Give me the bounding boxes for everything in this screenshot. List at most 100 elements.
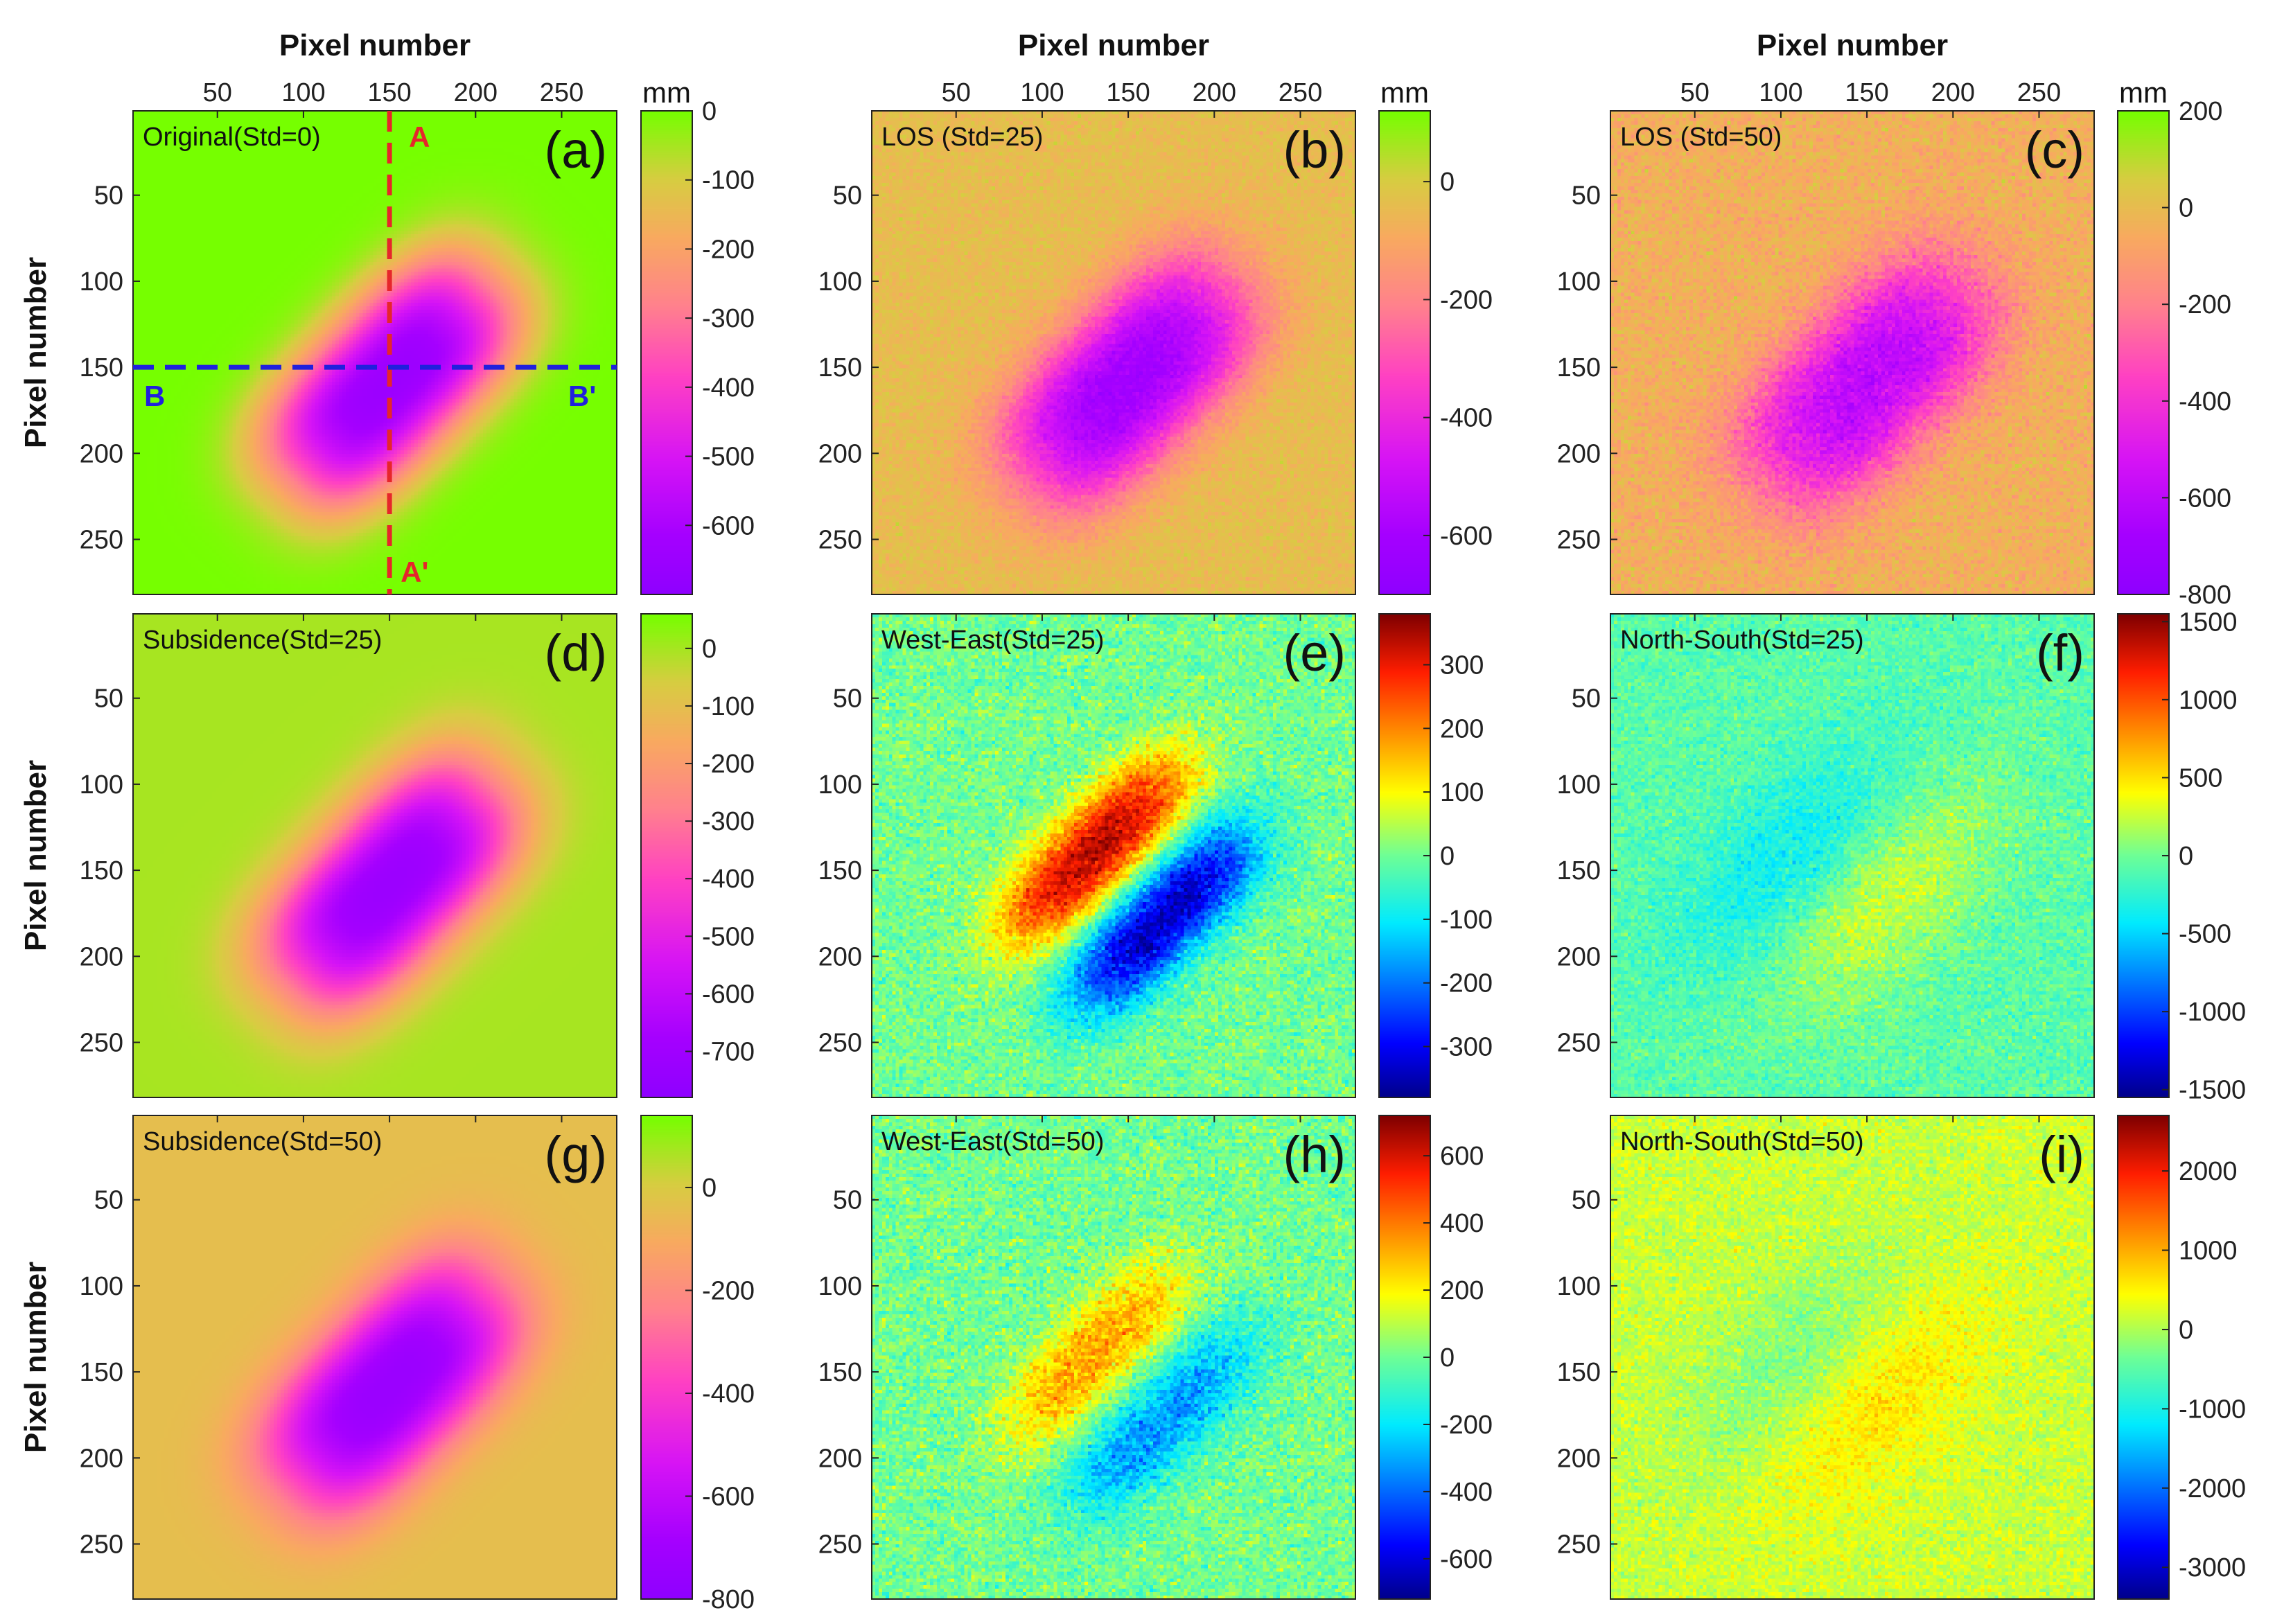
colorbar-tick-label: -700: [702, 1038, 755, 1067]
colorbar-tick-label: -500: [702, 443, 755, 472]
y-tick-label: 250: [1557, 1530, 1601, 1560]
colorbar-gradient: [2118, 1115, 2169, 1599]
colorbar-frame: [2117, 110, 2170, 595]
colorbar-tick-label: 1000: [2179, 1237, 2238, 1266]
colorbar-tick-label: 0: [1440, 168, 1455, 197]
colorbar-tick-label: -3000: [2179, 1553, 2246, 1582]
axes-frame: [871, 110, 1356, 595]
x-tick-label: 50: [203, 78, 232, 107]
x-tick-label: 100: [281, 78, 325, 107]
colorbar-tick-label: -400: [702, 1379, 755, 1409]
colorbar-tick-label: -1000: [2179, 1395, 2246, 1424]
colorbar-tick-label: -400: [702, 373, 755, 403]
y-tick-label: 150: [818, 1358, 862, 1387]
y-tick-label: 150: [1557, 353, 1601, 382]
panel-label: (f): [2036, 624, 2084, 682]
x-tick-label: 150: [367, 78, 411, 107]
colorbar-frame: [2117, 1115, 2170, 1600]
y-tick-label: 200: [1557, 1444, 1601, 1473]
y-tick-label: 250: [818, 526, 862, 555]
colorbar-tick-label: 0: [2179, 194, 2193, 223]
colorbar-tick-label: -300: [702, 304, 755, 333]
y-tick-label: 250: [1557, 1029, 1601, 1058]
x-tick-label: 100: [1759, 78, 1802, 107]
y-tick-label: 150: [818, 856, 862, 885]
colorbar-tick-label: -400: [1440, 1478, 1493, 1507]
colorbar-tick-label: -2000: [2179, 1474, 2246, 1503]
y-tick-label: 250: [818, 1029, 862, 1058]
axes-frame: [1610, 1115, 2095, 1600]
y-axis-title: Pixel number: [19, 760, 53, 951]
y-tick-label: 200: [80, 942, 123, 971]
y-tick-label: 100: [818, 1272, 862, 1301]
y-tick-label: 250: [818, 1530, 862, 1560]
panel-title: Subsidence(Std=50): [143, 1127, 382, 1156]
y-tick-label: 100: [80, 770, 123, 800]
x-tick-label: 100: [1020, 78, 1064, 107]
x-tick-label: 150: [1106, 78, 1150, 107]
x-tick-label: 250: [1279, 78, 1322, 107]
colorbar-unit: mm: [642, 76, 691, 109]
colorbar-tick-label: -200: [702, 1276, 755, 1305]
panel-label: (e): [1283, 624, 1346, 682]
y-tick-label: 50: [94, 685, 123, 714]
heatmap-image: [1610, 1115, 2094, 1599]
axes-frame: [871, 1115, 1356, 1600]
panel-title: West-East(Std=50): [881, 1127, 1104, 1156]
colorbar-tick-label: 400: [1440, 1209, 1484, 1238]
panel-label: (i): [2039, 1126, 2084, 1183]
colorbar-gradient: [1379, 1115, 1430, 1599]
panel-label: (d): [545, 624, 607, 682]
y-tick-label: 150: [818, 353, 862, 382]
colorbar-gradient: [2118, 111, 2169, 594]
colorbar-tick-label: 2000: [2179, 1157, 2238, 1186]
colorbar-tick-label: -1000: [2179, 998, 2246, 1027]
y-tick-label: 150: [1557, 856, 1601, 885]
panel-title: West-East(Std=25): [881, 626, 1104, 655]
x-tick-label: 250: [2017, 78, 2061, 107]
colorbar-frame: [1378, 110, 1431, 595]
colorbar-tick-label: -200: [702, 235, 755, 264]
colorbar-tick-label: -300: [702, 807, 755, 836]
panel-title: Subsidence(Std=25): [143, 626, 382, 655]
panel-d: 50 100 150 200 250 Pixel number Subsidence(Std…: [19, 613, 755, 1098]
profile-end-label: A': [401, 556, 428, 588]
axes-frame: [871, 613, 1356, 1098]
colorbar-tick-label: 300: [1440, 651, 1484, 680]
y-tick-label: 200: [1557, 439, 1601, 468]
colorbar-tick-label: 200: [2179, 97, 2222, 126]
colorbar-gradient: [1379, 111, 1430, 594]
panel-label: (a): [545, 121, 607, 179]
y-tick-label: 50: [833, 685, 862, 714]
colorbar-tick-label: -200: [1440, 1411, 1493, 1440]
colorbar-unit: mm: [1380, 76, 1429, 109]
y-axis-title: Pixel number: [19, 257, 53, 448]
colorbar-tick-label: -600: [702, 980, 755, 1009]
heatmap-image: [1610, 614, 2094, 1097]
colorbar-tick-label: 0: [702, 97, 717, 126]
colorbar-tick-label: 200: [1440, 714, 1484, 743]
axes-frame: [1610, 110, 2095, 595]
y-tick-label: 100: [80, 1272, 123, 1301]
colorbar-tick-label: 200: [1440, 1276, 1484, 1305]
x-tick-label: 250: [540, 78, 583, 107]
panel-label: (b): [1283, 121, 1346, 179]
y-tick-label: 50: [833, 1186, 862, 1215]
y-tick-label: 250: [80, 526, 123, 555]
colorbar-tick-label: 0: [2179, 1316, 2193, 1345]
colorbar-tick-label: 1500: [2179, 608, 2238, 637]
y-tick-label: 250: [80, 1029, 123, 1058]
colorbar-tick-label: -100: [702, 692, 755, 721]
axes-frame: [1610, 613, 2095, 1098]
heatmap-image: [872, 111, 1355, 594]
x-axis-title: Pixel number: [279, 28, 471, 62]
panel-label: (h): [1283, 1126, 1346, 1183]
axes-frame: [132, 110, 617, 595]
profile-start-label: A: [409, 121, 430, 153]
colorbar-tick-label: -1500: [2179, 1076, 2246, 1105]
colorbar-tick-label: -800: [702, 1585, 755, 1614]
y-tick-label: 150: [80, 1358, 123, 1387]
colorbar-tick-label: 0: [702, 635, 717, 664]
panel-i: 50 100 150 200 250 North-South(Std=50) (i) 2000…: [1557, 1115, 2246, 1600]
y-tick-label: 50: [833, 182, 862, 211]
